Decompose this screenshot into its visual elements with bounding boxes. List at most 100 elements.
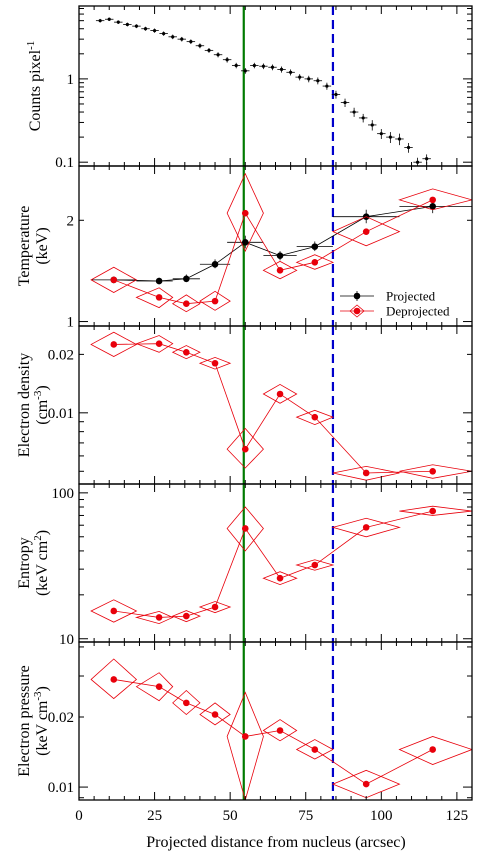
x-tick-label: 50: [223, 808, 238, 824]
deprojected-error-diamond: [135, 287, 174, 309]
deprojected-line: [113, 199, 433, 305]
deprojected-point: [110, 676, 118, 683]
legend-deprojected-label: Deprojected: [386, 304, 450, 319]
deprojected-point: [211, 359, 219, 367]
deprojected-error-diamond: [90, 266, 138, 293]
deprojected-point: [429, 196, 437, 204]
y-axis-label-superscript: -1: [25, 41, 37, 50]
y-axis-units-close: ): [34, 686, 51, 691]
deprojected-error-diamond: [331, 517, 401, 538]
deprojected-point: [276, 574, 284, 582]
deprojected-point: [276, 727, 284, 734]
y-axis-label-text: Electron density: [16, 353, 33, 457]
plot-root: 0.1 1 Counts pixel-1 1 2 Temperature (keV) Proj…: [16, 5, 473, 824]
counts-point: [415, 160, 420, 164]
counts-point: [397, 137, 402, 141]
deprojected-error-diamond: [198, 356, 232, 370]
deprojected-point: [155, 614, 163, 621]
counts-point: [279, 67, 284, 71]
counts-point: [180, 37, 184, 41]
counts-point: [216, 53, 220, 57]
deprojected-error-diamond: [198, 601, 232, 614]
counts-point: [134, 24, 139, 28]
counts-point: [388, 135, 392, 139]
counts-point: [143, 27, 148, 31]
counts-point: [352, 110, 356, 114]
deprojected-error-diamond: [171, 610, 201, 623]
counts-point: [289, 70, 293, 74]
counts-point: [152, 28, 157, 33]
counts-point: [243, 69, 247, 73]
counts-point: [107, 17, 111, 21]
deprojected-point: [429, 467, 437, 475]
counts-point: [425, 157, 429, 161]
deprojected-point: [311, 746, 319, 753]
deprojected-point: [311, 561, 319, 569]
deprojected-error-diamond: [199, 290, 231, 311]
counts-point: [234, 63, 238, 68]
projected-point: [429, 203, 437, 210]
x-tick-label: 125: [446, 808, 469, 824]
y-axis-units-text: (cm: [34, 399, 51, 424]
deprojected-point: [429, 746, 437, 753]
deprojected-point: [211, 297, 219, 305]
deprojected-error-diamond: [226, 691, 264, 800]
panel-density: 0.01 0.02 Electron density (cm-3): [16, 325, 473, 485]
deprojected-point: [211, 711, 219, 718]
plot-area-counts: [95, 6, 431, 166]
deprojected-point: [183, 300, 190, 307]
deprojected-error-diamond: [134, 610, 174, 625]
deprojected-error-diamond: [262, 571, 298, 586]
deprojected-error-diamond: [262, 260, 298, 280]
deprojected-error-diamond: [90, 331, 138, 357]
y-axis-label-text: Electron pressure: [16, 665, 33, 777]
counts-point: [261, 64, 266, 68]
deprojected-error-diamond: [331, 216, 401, 247]
deprojected-error-diamond: [199, 702, 231, 726]
deprojected-error-diamond: [262, 383, 298, 404]
deprojected-point: [362, 524, 370, 531]
counts-point: [125, 22, 129, 27]
deprojected-point: [362, 228, 370, 235]
y-tick-label: 100: [52, 486, 75, 502]
deprojected-error-diamond: [135, 335, 174, 353]
panel-frame: [78, 325, 473, 485]
deprojected-point: [155, 340, 163, 347]
deprojected-error-diamond: [90, 658, 138, 700]
y-tick-label: 2: [67, 213, 75, 229]
y-tick-label: 0.01: [48, 780, 74, 796]
panel-frame: [78, 641, 473, 801]
deprojected-error-diamond: [172, 689, 201, 716]
deprojected-error-diamond: [399, 464, 472, 479]
y-axis-label-units: (cm-3): [32, 385, 51, 424]
counts-point: [307, 77, 311, 81]
y-axis-label: Temperature: [16, 206, 33, 287]
deprojected-point: [211, 603, 219, 611]
y-axis-units-close: ): [34, 385, 51, 390]
y-tick-label: 10: [59, 632, 74, 648]
deprojected-point: [183, 348, 190, 356]
deprojected-point: [241, 209, 249, 217]
deprojected-error-diamond: [332, 465, 400, 481]
y-axis-label-text: Temperature: [16, 206, 33, 287]
deprojected-error-diamond: [226, 172, 264, 252]
y-tick-label: 1: [67, 315, 75, 331]
y-axis-units-text: (keV): [34, 227, 51, 264]
legend-deprojected-marker: [353, 307, 361, 315]
deprojected-point: [110, 276, 118, 284]
counts-point: [343, 100, 347, 105]
y-axis-units-superscript: 2: [32, 535, 44, 541]
deprojected-error-diamond: [295, 409, 335, 426]
deprojected-point: [155, 683, 163, 690]
counts-point: [189, 40, 193, 44]
panel-counts: 0.1 1 Counts pixel-1: [25, 5, 473, 171]
deprojected-point: [362, 780, 370, 788]
counts-point: [379, 132, 383, 136]
deprojected-error-diamond: [398, 188, 472, 211]
deprojected-point: [276, 390, 284, 398]
projected-point: [155, 277, 163, 285]
deprojected-point: [311, 259, 319, 266]
deprojected-error-diamond: [90, 599, 138, 623]
y-axis-label: Electron pressure: [16, 665, 33, 777]
